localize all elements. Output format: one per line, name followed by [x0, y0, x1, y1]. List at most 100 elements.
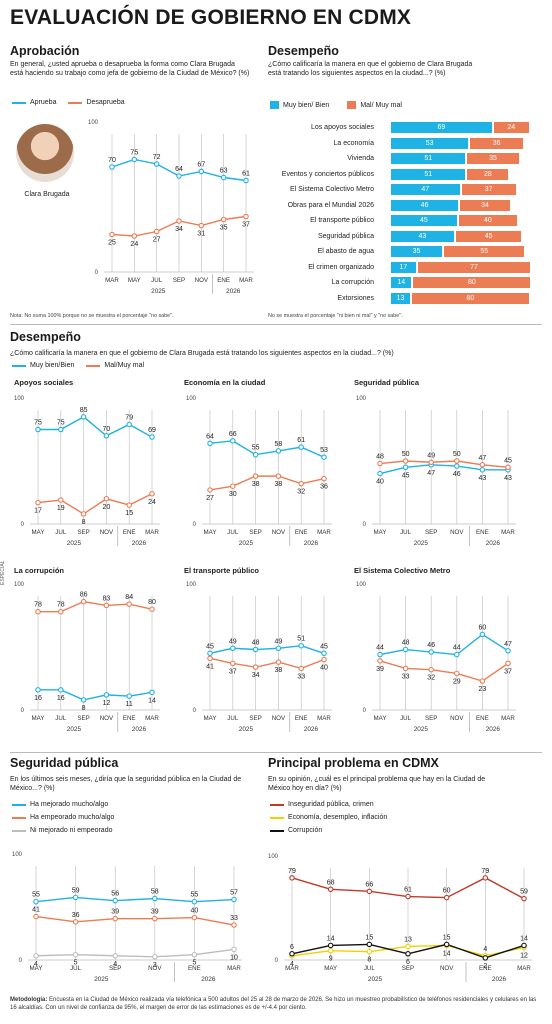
- bar-row: El Sistema Colectivo Metro 47 37: [0, 183, 540, 196]
- data-label: 44: [453, 645, 461, 652]
- data-label: 23: [479, 686, 487, 693]
- desempeno-lines-title: Desempeño: [10, 330, 81, 344]
- corrupcion-chart: 0 100 MAY JUL SEP NOV ENE MAR 2025 2026 16 16 8 12 11 1…: [14, 582, 160, 733]
- data-label: 61: [404, 887, 412, 894]
- data-point: [321, 656, 327, 663]
- bar-bad: 35: [467, 153, 519, 164]
- data-point: [252, 664, 259, 670]
- x-tick-label: MAY: [32, 529, 45, 536]
- methodology-text: Encuesta en la Ciudad de México realizad…: [10, 997, 537, 1011]
- data-point: [479, 462, 486, 468]
- data-label: 55: [32, 892, 40, 899]
- x-tick-label: JUL: [227, 715, 239, 722]
- data-label: 58: [275, 441, 283, 448]
- x-tick-label: MAY: [324, 965, 337, 972]
- series-line: [35, 915, 235, 926]
- bar-good: 45: [391, 215, 457, 226]
- legend-label: Muy bien/Bien: [30, 362, 75, 369]
- data-point: [321, 454, 327, 460]
- data-label: 86: [80, 592, 88, 599]
- data-label: 16: [57, 695, 65, 702]
- data-label: 31: [197, 231, 205, 238]
- data-point: [149, 606, 155, 612]
- seguridad-title: Seguridad pública: [10, 756, 119, 770]
- data-label: 37: [242, 222, 250, 229]
- x-tick-label: NOV: [100, 715, 114, 722]
- data-label: 70: [103, 426, 111, 433]
- data-point: [298, 642, 304, 649]
- data-point: [479, 678, 486, 684]
- bar-good: 69: [391, 122, 492, 133]
- data-point: [428, 459, 434, 466]
- data-point: [479, 631, 486, 638]
- data-point: [126, 601, 132, 607]
- data-label: 2: [483, 963, 487, 970]
- data-label: 14: [443, 950, 451, 957]
- data-point: [230, 660, 236, 667]
- series-line: [35, 948, 235, 958]
- x-tick-label: SEP: [77, 529, 89, 536]
- data-point: [275, 645, 282, 652]
- y-tick-label: 0: [19, 958, 23, 964]
- x-tick-label: NOV: [450, 529, 464, 536]
- aprobacion-legend: Aprueba Desaprueba: [12, 99, 125, 106]
- data-point: [103, 602, 110, 609]
- seguridad-desempeno-chart: 0 100 MAY JUL SEP NOV ENE MAR 2025 2026 40 45 47 46 43…: [356, 396, 516, 547]
- legend-swatch: [68, 101, 83, 104]
- data-label: 45: [504, 457, 512, 464]
- data-label: 59: [520, 889, 528, 896]
- bar-bad: 80: [411, 292, 529, 304]
- data-label: 44: [376, 645, 384, 652]
- bar-category-label: La economía: [333, 139, 374, 147]
- x-tick-label: NOV: [450, 715, 464, 722]
- data-point: [103, 692, 110, 698]
- data-point: [35, 687, 41, 693]
- data-label: 24: [130, 241, 138, 248]
- data-point: [58, 687, 64, 693]
- year-label: 2026: [132, 726, 147, 733]
- data-label: 41: [32, 907, 40, 914]
- data-label: 56: [111, 891, 119, 898]
- data-point: [58, 426, 64, 433]
- data-label: 39: [376, 666, 384, 673]
- small-chart-title: Seguridad pública: [354, 378, 420, 387]
- data-label: 43: [504, 475, 512, 482]
- data-point: [207, 650, 213, 657]
- bar-bad: 36: [470, 137, 523, 149]
- data-point: [366, 941, 373, 948]
- data-point: [327, 942, 334, 949]
- bar-category-label: La corrupción: [331, 279, 374, 286]
- legend-swatch: [12, 803, 26, 806]
- bar-bad: 45: [455, 230, 522, 242]
- data-point: [231, 946, 237, 953]
- data-point: [402, 646, 409, 653]
- aprobacion-title: Aprobación: [10, 44, 80, 58]
- data-point: [405, 951, 411, 957]
- x-tick-label: SEP: [249, 715, 261, 722]
- data-label: 48: [252, 640, 260, 647]
- data-label: 45: [206, 643, 214, 650]
- data-point: [80, 697, 87, 703]
- x-tick-label: JUL: [70, 965, 82, 972]
- data-label: 66: [229, 431, 237, 438]
- data-point: [252, 451, 259, 458]
- data-label: 15: [365, 934, 373, 941]
- data-point: [454, 458, 460, 464]
- y-tick-label: 0: [275, 958, 279, 964]
- bar-bad: 28: [467, 168, 509, 180]
- bar-category-label: Vivienda: [347, 155, 374, 162]
- bar-bad: 55: [444, 246, 525, 257]
- x-tick-label: SEP: [402, 965, 414, 972]
- data-label: 85: [80, 407, 88, 414]
- year-label: 2026: [201, 976, 216, 983]
- bar-category-label: Los apoyos sociales: [310, 124, 374, 131]
- bar-good: 17: [391, 261, 416, 273]
- data-point: [231, 922, 237, 928]
- data-label: 4: [34, 961, 38, 968]
- data-point: [377, 658, 383, 664]
- data-label: 36: [320, 484, 328, 491]
- year-label: 2025: [368, 976, 383, 983]
- series-line: [209, 440, 325, 458]
- data-point: [321, 475, 327, 482]
